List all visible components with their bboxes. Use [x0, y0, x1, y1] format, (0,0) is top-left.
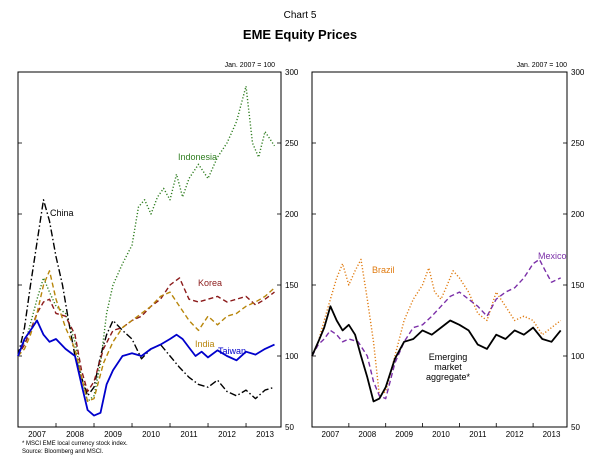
series-label-indonesia: Indonesia — [178, 152, 217, 162]
x-tick-label-2011: 2011 — [469, 430, 487, 439]
y-tick-label: 300 — [285, 68, 299, 77]
x-tick-label-2010: 2010 — [432, 430, 450, 439]
series-line-korea — [17, 277, 275, 393]
y-tick-label: 250 — [571, 139, 585, 148]
series-label-india: India — [195, 339, 215, 349]
y-tick-label: 100 — [285, 352, 299, 361]
chart-title: EME Equity Prices — [242, 27, 358, 42]
y-tick-label: 200 — [285, 210, 299, 219]
x-tick-label-2012: 2012 — [506, 430, 524, 439]
x-tick-label-2007: 2007 — [28, 430, 46, 439]
y-tick-label: 50 — [571, 423, 580, 432]
footnote: * MSCI EME local currency stock index. — [22, 441, 128, 447]
y-tick-label: 200 — [571, 210, 585, 219]
series-label-emerging-market-aggregate: Emerging market aggregate* — [426, 352, 471, 382]
series-label-korea: Korea — [198, 278, 222, 288]
x-tick-label-2013: 2013 — [543, 430, 561, 439]
series-line-china — [17, 199, 275, 400]
series-label-taiwan: Taiwan — [218, 346, 246, 356]
y-tick-label: 300 — [571, 68, 585, 77]
plot-frame-2 — [311, 71, 568, 428]
series-line-taiwan — [17, 319, 275, 417]
series-label-brazil: Brazil — [372, 265, 395, 275]
x-tick-label-2009: 2009 — [104, 430, 122, 439]
y-tick-label: 250 — [285, 139, 299, 148]
x-tick-label-2008: 2008 — [358, 430, 376, 439]
x-tick-label-2012: 2012 — [218, 430, 236, 439]
series-line-indonesia — [17, 85, 276, 403]
x-tick-label-2009: 2009 — [395, 430, 413, 439]
source-note: Source: Bloomberg and MSCI. — [22, 449, 104, 455]
y-tick-label: 150 — [285, 281, 299, 290]
y-tick-label: 150 — [571, 281, 585, 290]
x-tick-label-2007: 2007 — [322, 430, 340, 439]
x-tick-label-2008: 2008 — [66, 430, 84, 439]
x-tick-label-2011: 2011 — [180, 430, 198, 439]
y-tick-label: 50 — [285, 423, 294, 432]
unit-label-2: Jan. 2007 = 100 — [517, 62, 568, 69]
x-tick-label-2013: 2013 — [256, 430, 274, 439]
y-tick-label: 100 — [571, 352, 585, 361]
plot-frame-1 — [17, 71, 282, 428]
series-line-emerging-market-aggregate — [311, 305, 562, 403]
chart-number: Chart 5 — [283, 10, 317, 21]
series-line-india — [17, 270, 275, 403]
series-line-mexico — [311, 258, 561, 400]
x-tick-label-2010: 2010 — [142, 430, 160, 439]
series-label-mexico: Mexico — [538, 251, 567, 261]
series-label-china: China — [50, 208, 74, 218]
unit-label-1: Jan. 2007 = 100 — [225, 62, 276, 69]
